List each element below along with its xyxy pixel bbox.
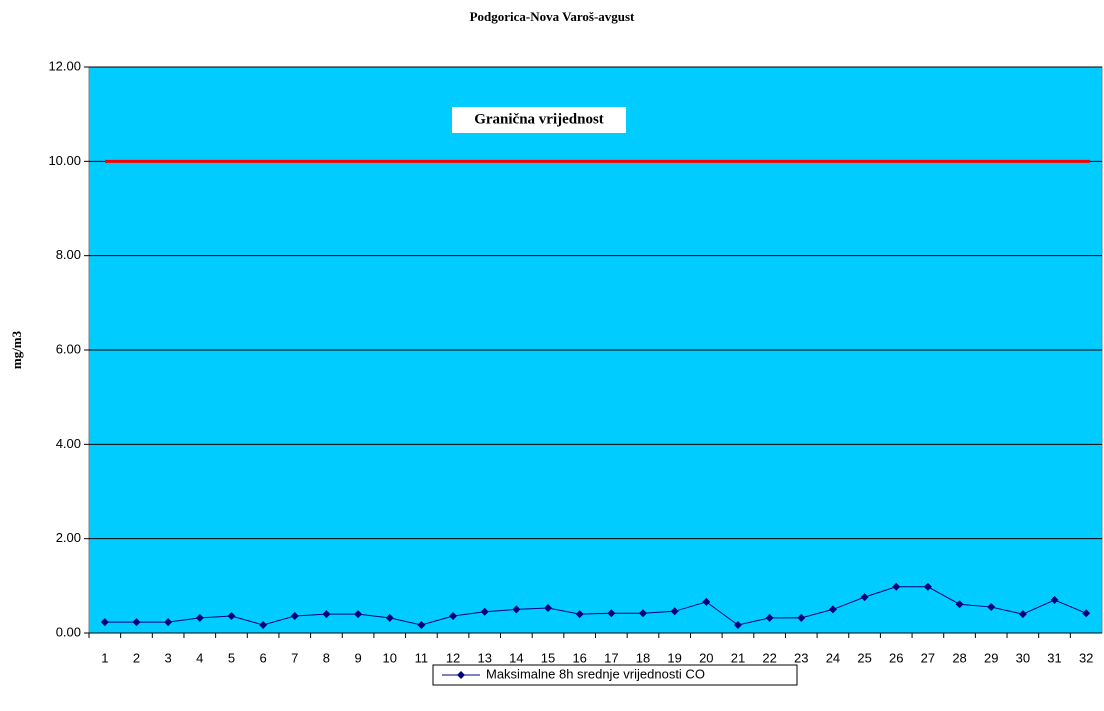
x-tick-label: 13 (477, 650, 491, 665)
y-tick-label: 6.00 (56, 341, 81, 356)
x-tick-label: 26 (889, 650, 903, 665)
x-tick-label: 1 (101, 650, 108, 665)
x-tick-label: 8 (323, 650, 330, 665)
marker (227, 612, 236, 621)
series-line (104, 586, 1087, 626)
marker (100, 618, 109, 627)
marker (955, 600, 964, 609)
y-tick-label: 2.00 (56, 530, 81, 545)
marker (512, 605, 521, 614)
x-tick-label: 20 (699, 650, 713, 665)
marker (480, 607, 489, 616)
marker (797, 613, 806, 622)
x-tick-label: 6 (259, 650, 266, 665)
marker (575, 610, 584, 619)
x-tick-label: 30 (1016, 650, 1030, 665)
x-tick-label: 14 (509, 650, 523, 665)
marker (354, 610, 363, 619)
marker (1018, 610, 1027, 619)
x-tick-label: 22 (762, 650, 776, 665)
marker (1050, 595, 1059, 604)
marker (259, 620, 268, 629)
y-tick-label: 10.00 (48, 153, 81, 168)
marker (132, 618, 141, 627)
marker (290, 612, 299, 621)
x-tick-label: 9 (354, 650, 361, 665)
x-tick-label: 18 (636, 650, 650, 665)
threshold-label: Granična vrijednost (474, 111, 604, 127)
marker (987, 603, 996, 612)
x-tick-label: 10 (383, 650, 397, 665)
marker (449, 612, 458, 621)
y-tick-label: 4.00 (56, 436, 81, 451)
marker (638, 609, 647, 618)
marker (195, 613, 204, 622)
y-tick-label: 12.00 (48, 58, 81, 73)
marker (1082, 609, 1091, 618)
x-tick-label: 31 (1047, 650, 1061, 665)
x-tick-label: 4 (196, 650, 203, 665)
x-tick-label: 28 (952, 650, 966, 665)
marker (544, 604, 553, 613)
y-axis-label: mg/m3 (9, 330, 24, 369)
legend-box (432, 664, 798, 686)
x-tick-label: 2 (133, 650, 140, 665)
marker (164, 618, 173, 627)
marker (892, 582, 901, 591)
y-tick-label: 0.00 (56, 624, 81, 639)
x-tick-label: 11 (415, 650, 429, 665)
legend-marker (457, 671, 465, 679)
x-tick-label: 21 (731, 650, 745, 665)
threshold-label-box (452, 107, 626, 133)
x-tick-label: 7 (291, 650, 298, 665)
y-tick-label: 8.00 (56, 247, 81, 262)
x-tick-label: 3 (165, 650, 172, 665)
x-tick-label: 29 (984, 650, 998, 665)
marker (923, 582, 932, 591)
marker (828, 605, 837, 614)
marker (702, 597, 711, 606)
chart-title: Podgorica-Nova Varoš-avgust (470, 9, 635, 24)
x-tick-label: 27 (921, 650, 935, 665)
marker (733, 620, 742, 629)
marker (385, 613, 394, 622)
x-tick-label: 5 (228, 650, 235, 665)
x-tick-label: 12 (446, 650, 460, 665)
marker (670, 607, 679, 616)
x-tick-label: 32 (1079, 650, 1093, 665)
marker (607, 609, 616, 618)
marker (417, 620, 426, 629)
marker (860, 593, 869, 602)
x-tick-label: 16 (572, 650, 586, 665)
x-tick-label: 25 (857, 650, 871, 665)
x-tick-label: 15 (541, 650, 555, 665)
x-tick-label: 24 (826, 650, 840, 665)
x-tick-label: 19 (667, 650, 681, 665)
x-tick-label: 23 (794, 650, 808, 665)
legend-label: Maksimalne 8h srednje vrijednosti CO (486, 666, 705, 681)
marker (765, 613, 774, 622)
x-tick-label: 17 (604, 650, 618, 665)
marker (322, 610, 331, 619)
